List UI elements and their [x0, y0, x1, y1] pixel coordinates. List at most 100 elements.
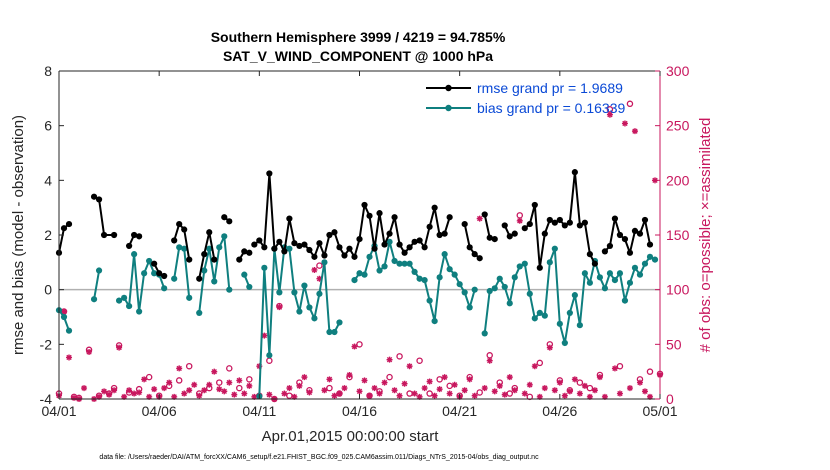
bias-point: [381, 263, 388, 270]
bias-point: [466, 304, 473, 311]
obs-assimilated-marker: [216, 386, 223, 393]
rmse-point: [631, 227, 639, 234]
bias-point: [121, 294, 128, 301]
rmse-line: [173, 223, 191, 260]
obs-possible-marker: [175, 377, 183, 384]
rmse-point: [261, 244, 268, 251]
bias-point: [226, 286, 233, 293]
bias-point: [606, 270, 614, 277]
obs-assimilated-marker: [616, 390, 623, 397]
obs-assimilated-marker: [306, 389, 313, 396]
bias-point: [146, 257, 153, 265]
rmse-point: [266, 170, 273, 177]
obs-assimilated-marker: [621, 120, 628, 127]
rmse-point: [321, 252, 328, 259]
obs-assimilated-marker: [356, 388, 363, 395]
rmse-point: [95, 196, 103, 203]
rmse-point: [386, 230, 393, 237]
obs-possible-marker: [616, 362, 624, 370]
obs-assimilated-marker: [601, 393, 608, 400]
obs-possible-marker: [145, 373, 153, 381]
obs-assimilated-marker: [641, 388, 648, 395]
obs-assimilated-marker: [566, 388, 573, 395]
obs-assimilated-marker: [126, 387, 133, 394]
y-tick-label: 2: [44, 227, 52, 243]
rmse-point: [641, 216, 649, 224]
bias-point: [486, 287, 493, 295]
bias-point: [491, 285, 498, 292]
bias-point: [511, 274, 518, 281]
x-tick-label: 04/16: [342, 403, 377, 419]
bias-point: [471, 286, 478, 293]
bias-point: [386, 238, 393, 245]
y-tick-right-label: 200: [666, 172, 690, 188]
rmse-point: [331, 229, 338, 236]
bias-point: [546, 259, 553, 266]
bias-point: [626, 279, 634, 286]
obs-assimilated-marker: [446, 390, 453, 397]
rmse-point: [341, 252, 348, 259]
obs-possible-marker: [426, 390, 433, 397]
obs-assimilated-marker: [131, 390, 138, 397]
obs-possible-marker: [536, 359, 544, 367]
obs-assimilated-marker: [346, 371, 353, 378]
bias-point: [636, 271, 644, 278]
rmse-point: [431, 204, 438, 211]
rmse-point: [246, 249, 253, 256]
bias-point: [401, 260, 408, 267]
bias-point: [506, 300, 513, 307]
rmse-point: [396, 241, 403, 248]
rmse-point: [366, 212, 373, 219]
rmse-point: [421, 244, 428, 251]
obs-assimilated-marker: [546, 344, 553, 351]
bias-point: [536, 309, 543, 316]
x-tick-label: 04/21: [442, 403, 477, 419]
obs-possible-marker: [586, 384, 594, 392]
rmse-point: [556, 216, 563, 224]
obs-assimilated-marker: [181, 390, 188, 397]
obs-assimilated-marker: [386, 356, 393, 363]
bias-point: [441, 251, 448, 258]
obs-assimilated-marker: [286, 385, 293, 392]
bias-point: [90, 296, 98, 303]
bias-point: [431, 318, 438, 325]
bias-point: [451, 271, 458, 278]
rmse-point: [491, 236, 498, 243]
obs-possible-marker: [476, 389, 483, 396]
bias-point: [496, 275, 503, 282]
obs-assimilated-marker: [266, 391, 273, 398]
obs-possible-marker: [185, 362, 193, 370]
bias-point: [526, 290, 533, 297]
rmse-point: [541, 230, 548, 237]
obs-possible-marker: [286, 392, 293, 399]
rmse-point: [221, 214, 228, 221]
rmse-point: [201, 251, 208, 258]
bias-point: [596, 274, 604, 281]
bias-point: [211, 278, 218, 285]
obs-possible-marker: [626, 100, 634, 108]
bias-point: [161, 285, 168, 292]
bias-point: [631, 264, 639, 271]
bias-point: [576, 322, 583, 329]
obs-assimilated-marker: [491, 388, 498, 395]
obs-assimilated-marker: [586, 393, 593, 400]
obs-assimilated-marker: [81, 385, 88, 392]
y-tick-right-label: 250: [666, 118, 690, 134]
obs-assimilated-marker: [136, 389, 143, 396]
bias-point: [296, 308, 303, 315]
rmse-point: [536, 264, 543, 271]
obs-assimilated-marker: [226, 379, 233, 386]
obs-assimilated-marker: [196, 392, 203, 399]
rmse-point: [616, 231, 624, 239]
rmse-point: [461, 220, 468, 228]
obs-assimilated-marker: [481, 385, 488, 392]
bias-point: [436, 274, 443, 281]
obs-assimilated-marker: [461, 387, 468, 394]
obs-assimilated-marker: [301, 374, 308, 381]
obs-assimilated-marker: [206, 381, 213, 388]
obs-assimilated-marker: [186, 387, 193, 394]
obs-possible-marker: [506, 390, 513, 397]
x-tick-label: 04/06: [142, 403, 177, 419]
obs-possible-marker: [386, 373, 393, 381]
